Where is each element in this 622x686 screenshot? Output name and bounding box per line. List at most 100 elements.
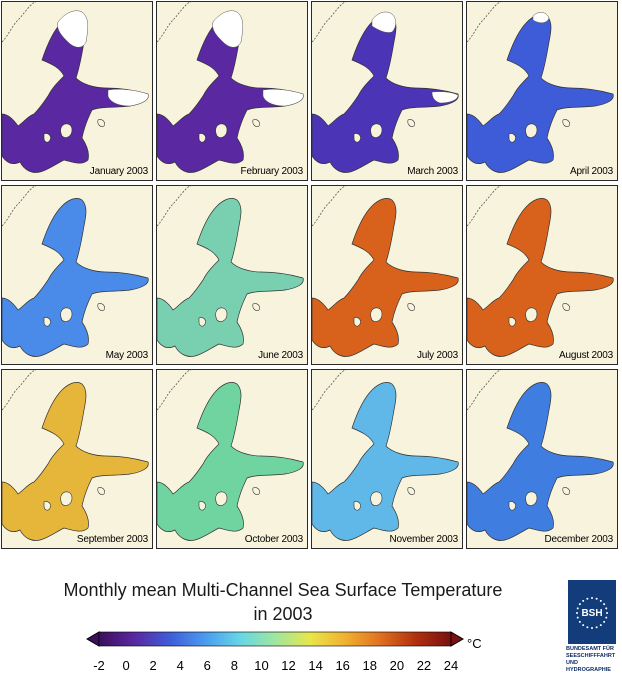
island: [407, 119, 415, 127]
coastline: [312, 370, 347, 411]
logo-line-1: BUNDESAMT FÜR: [566, 646, 614, 652]
island: [353, 501, 361, 511]
scale-tick-label: 10: [254, 658, 269, 673]
island: [508, 317, 516, 327]
island: [97, 303, 105, 311]
island: [370, 491, 383, 506]
scale-tick-label: 0: [122, 658, 130, 673]
color-bar: [86, 631, 464, 647]
coastline: [467, 2, 502, 43]
baltic-sea-map: [157, 370, 304, 541]
bsh-logo: BSH BUNDESAMT FÜR SEESCHIFFFAHRT UND HYD…: [566, 580, 618, 682]
scale-tick-label: -2: [93, 658, 105, 673]
map-panel: November 2003: [311, 369, 463, 549]
map-panel: December 2003: [466, 369, 618, 549]
baltic-sea-map: [2, 2, 149, 173]
color-bar-min-arrow: [86, 631, 100, 647]
island: [43, 317, 51, 327]
baltic-sea-map: [467, 370, 614, 541]
sea-temperature-area: [467, 382, 614, 541]
panel-month-label: January 2003: [89, 166, 148, 177]
island: [562, 487, 570, 495]
baltic-sea-map: [312, 370, 459, 541]
panel-month-label: July 2003: [416, 350, 458, 361]
sea-temperature-area: [312, 382, 459, 541]
coastline: [312, 2, 347, 43]
sea-temperature-area: [312, 198, 459, 357]
panel-month-label: September 2003: [76, 534, 148, 545]
island: [252, 487, 260, 495]
panel-month-label: December 2003: [544, 534, 613, 545]
coastline: [2, 2, 37, 43]
map-panel: October 2003: [156, 369, 308, 549]
baltic-sea-map: [312, 2, 459, 173]
panel-month-label: February 2003: [240, 166, 304, 177]
island: [525, 307, 538, 322]
scale-tick-label: 22: [416, 658, 432, 673]
sea-temperature-area: [467, 14, 614, 173]
coastline: [467, 186, 502, 227]
island: [252, 303, 260, 311]
island: [43, 133, 51, 143]
title-line-2: in 2003: [253, 604, 313, 624]
scale-tick-label: 14: [308, 658, 323, 673]
island: [407, 303, 415, 311]
scale-tick-label: 4: [176, 658, 184, 673]
sea-temperature-area: [467, 198, 614, 357]
map-panel: August 2003: [466, 185, 618, 365]
scale-tick-label: 2: [149, 658, 157, 673]
coastline: [467, 370, 502, 411]
color-bar-gradient: [98, 631, 452, 647]
scale-tick-label: 24: [443, 658, 459, 673]
island: [215, 123, 228, 138]
baltic-sea-map: [2, 370, 149, 541]
coastline: [2, 186, 37, 227]
scale-tick-label: 6: [203, 658, 211, 673]
baltic-sea-map: [467, 186, 614, 357]
map-panel: January 2003: [1, 1, 153, 181]
island: [43, 501, 51, 511]
panel-month-label: April 2003: [569, 166, 613, 177]
island: [215, 307, 228, 322]
island: [60, 307, 73, 322]
island: [97, 487, 105, 495]
panel-month-label: May 2003: [105, 350, 149, 361]
island: [252, 119, 260, 127]
logo-line-3: UND: [566, 660, 578, 666]
bsh-abbr: BSH: [581, 608, 602, 619]
island: [407, 487, 415, 495]
sea-ice-area: [57, 10, 149, 107]
island: [370, 123, 383, 138]
coastline: [157, 186, 192, 227]
baltic-sea-map: [157, 186, 304, 357]
map-panel: May 2003: [1, 185, 153, 365]
island: [508, 133, 516, 143]
color-bar-max-arrow: [450, 631, 464, 647]
logo-line-2: SEESCHIFFFAHRT: [566, 653, 616, 659]
island: [198, 501, 206, 511]
island: [353, 317, 361, 327]
panel-month-label: November 2003: [389, 534, 458, 545]
map-panel: June 2003: [156, 185, 308, 365]
sea-ice-area: [371, 11, 459, 104]
coastline: [157, 2, 192, 43]
scale-tick-label: 20: [389, 658, 405, 673]
island: [198, 133, 206, 143]
island: [508, 501, 516, 511]
sea-temperature-area: [2, 198, 149, 357]
bsh-logo-emblem: BSH: [568, 580, 616, 644]
island: [525, 491, 538, 506]
sea-temperature-area: [157, 198, 304, 357]
sea-temperature-area: [157, 382, 304, 541]
panel-month-label: August 2003: [559, 350, 613, 361]
map-panel: April 2003: [466, 1, 618, 181]
panel-month-label: March 2003: [407, 166, 458, 177]
island: [525, 123, 538, 138]
temperature-color-scale: -2 0 2 4 6 8 10 12 14 16 18 20 22 24: [85, 630, 465, 680]
scale-tick-label: 16: [335, 658, 350, 673]
temperature-unit: °C: [467, 636, 482, 651]
island: [370, 307, 383, 322]
bsh-star-circle-icon: BSH: [576, 597, 608, 629]
island: [215, 491, 228, 506]
map-panel: March 2003: [311, 1, 463, 181]
